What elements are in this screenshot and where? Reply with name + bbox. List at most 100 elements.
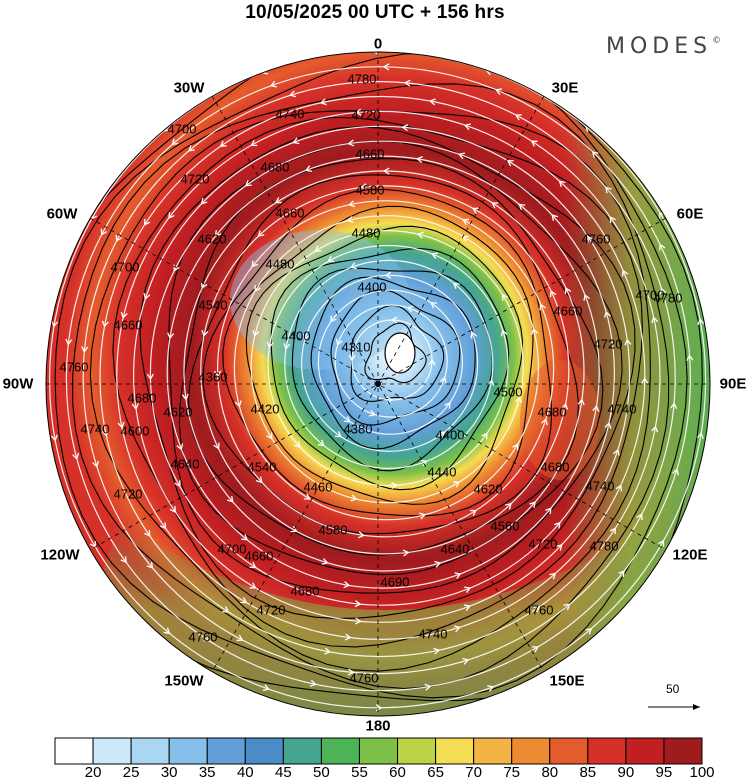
streamline-arrow: [262, 684, 270, 692]
streamline-arrow: [200, 281, 208, 289]
streamline-arrow: [330, 315, 337, 323]
colorbar-tick: 30: [160, 764, 178, 781]
contour-label: 4700: [218, 541, 247, 556]
contour-label: 4720: [257, 602, 286, 617]
contour-label: 4620: [198, 231, 227, 246]
streamline-arrow: [615, 484, 623, 492]
streamline-arrow: [609, 527, 616, 535]
contour-label: 4580: [319, 522, 348, 537]
streamline-arrow: [430, 302, 437, 309]
streamline-arrow: [564, 286, 572, 294]
streamline-arrow: [266, 432, 273, 440]
streamline-arrow: [439, 376, 447, 384]
streamline-arrow: [354, 617, 362, 625]
streamline-arrow: [641, 377, 649, 384]
streamline-arrow: [531, 646, 539, 653]
colorbar-swatch: [397, 737, 437, 765]
streamline-arrow: [470, 331, 478, 339]
contour-label: 4480: [266, 256, 295, 271]
streamline-arrow: [65, 338, 73, 346]
contour-label: 4780: [654, 290, 683, 305]
colorbar-tick: 40: [236, 764, 254, 781]
colorbar-swatch: [130, 737, 170, 765]
streamline-arrow: [244, 179, 252, 187]
streamline-arrow: [292, 137, 300, 145]
colorbar-swatch: [473, 737, 513, 765]
streamline-arrow: [605, 186, 612, 194]
streamline-arrow: [167, 332, 175, 340]
streamline-arrow: [357, 531, 365, 539]
streamline-arrow: [618, 570, 625, 578]
streamline-arrow: [255, 476, 263, 484]
contour-label: 4680: [291, 583, 320, 598]
longitude-label: 30E: [551, 79, 579, 97]
streamline: [166, 155, 600, 589]
streamline-arrow: [529, 501, 536, 509]
longitude-label: 150W: [164, 672, 204, 690]
colorbar-tick: 90: [617, 764, 635, 781]
streamline-arrow: [219, 140, 227, 147]
streamline-arrow: [502, 293, 509, 301]
contour-label: 4600: [121, 423, 150, 438]
streamline-arrow: [241, 534, 248, 541]
streamline: [267, 244, 509, 487]
streamline-arrow: [659, 287, 667, 295]
contour-label: 4700: [636, 287, 665, 302]
colorbar-tick: 60: [389, 764, 406, 781]
streamline: [301, 274, 479, 452]
streamline-arrow: [350, 494, 358, 502]
streamline-arrow: [453, 625, 461, 633]
streamline: [334, 304, 448, 418]
contour-label: 4740: [419, 626, 448, 641]
streamline-arrow: [51, 320, 59, 328]
colorbar-swatch: [625, 737, 665, 765]
streamline-arrow: [428, 358, 436, 366]
colorbar-swatch: [244, 737, 284, 765]
streamline-arrow: [50, 434, 58, 442]
streamline-arrow: [250, 139, 258, 147]
streamline-arrow: [200, 197, 208, 205]
streamline-arrow: [481, 432, 488, 440]
streamline: [233, 215, 539, 521]
contour-label: 4620: [474, 481, 503, 496]
streamline-arrow: [144, 529, 151, 537]
streamline-arrow: [303, 493, 311, 500]
streamline-arrow: [321, 558, 329, 565]
streamline-arrow: [462, 657, 470, 665]
streamline-arrow: [416, 156, 423, 164]
streamline-arrow: [587, 235, 594, 243]
streamline-arrow: [354, 108, 362, 116]
streamline-arrow: [249, 582, 257, 589]
contour-label: 4760: [60, 359, 89, 374]
streamline-arrow: [327, 255, 335, 263]
streamline-arrow: [555, 543, 563, 551]
colorbar-tick: 100: [689, 764, 715, 781]
streamline: [116, 110, 646, 640]
contour-label: 4760: [582, 231, 611, 246]
contour-label: 4660: [356, 146, 385, 161]
streamline-arrow: [469, 509, 477, 517]
contour-label: 4500: [494, 384, 523, 399]
streamline-arrow: [159, 522, 167, 530]
contour-line: [310, 276, 476, 450]
streamline-arrow: [72, 452, 80, 460]
streamline-arrow: [101, 429, 109, 437]
streamline-arrow: [658, 539, 665, 547]
streamline-arrow: [406, 305, 414, 313]
longitude-label: 90E: [719, 375, 747, 393]
streamline-arrow: [458, 152, 466, 160]
streamline-arrow: [302, 333, 310, 341]
contour-line: [364, 322, 427, 384]
streamline-arrow: [222, 606, 230, 613]
streamline-arrow: [433, 647, 441, 655]
contour-label: 4760: [189, 629, 218, 644]
colorbar-tick: 65: [427, 764, 444, 781]
streamline-arrow: [505, 502, 512, 510]
colorbar-tick-labels: 20 25 30 35 40 45 50 55 60 65 70 75 80 85 90 95 100: [0, 764, 750, 782]
streamline-arrow: [506, 160, 514, 167]
contour-label: 4740: [586, 478, 615, 493]
streamline-arrow: [651, 316, 659, 324]
streamline-arrow: [324, 647, 332, 655]
